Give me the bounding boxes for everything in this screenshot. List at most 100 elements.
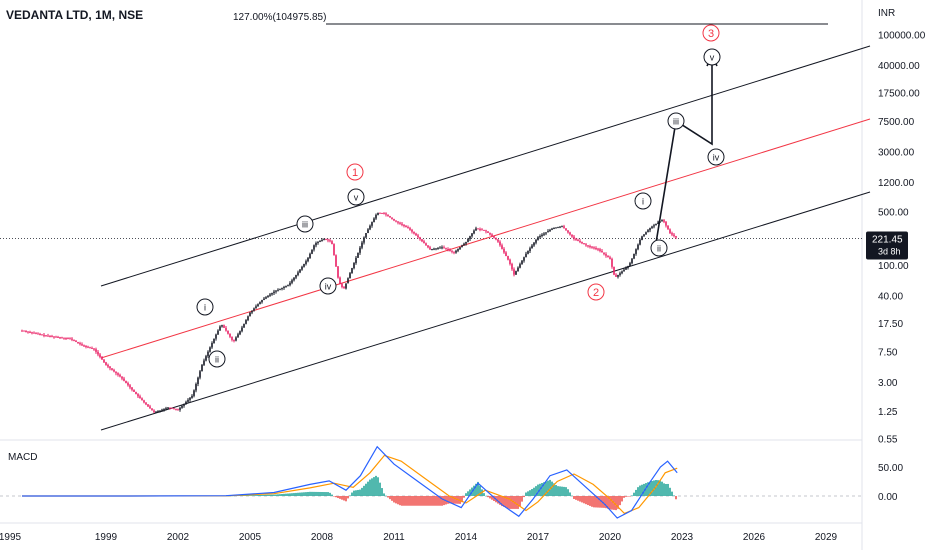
price-bar-body: [383, 213, 385, 215]
price-bar-body: [189, 397, 191, 400]
price-bar-body: [413, 231, 415, 234]
time-tick-label: 2017: [527, 532, 550, 543]
macd-hist-bar: [291, 493, 293, 496]
wave-label-text: v: [710, 53, 715, 63]
time-tick-label: 1995: [0, 532, 22, 543]
macd-hist-bar: [345, 496, 347, 502]
price-bar-body: [243, 323, 245, 328]
macd-hist-bar: [323, 492, 325, 496]
macd-hist-bar: [641, 484, 643, 496]
price-bar-body: [151, 408, 153, 411]
macd-hist-bar: [325, 492, 327, 496]
price-bar-body: [419, 237, 421, 240]
price-bar-body: [637, 244, 639, 250]
price-bar-body: [367, 229, 369, 233]
macd-hist-bar: [617, 496, 619, 509]
price-bar-body: [281, 287, 283, 289]
wave-label-circle: [703, 48, 721, 66]
macd-hist-bar: [281, 493, 283, 496]
price-bar-body: [543, 233, 545, 235]
macd-hist-bar: [635, 489, 637, 496]
price-bar-body: [391, 217, 393, 219]
wave-label-circle: [196, 298, 214, 316]
macd-hist-bar: [277, 494, 279, 496]
price-bar-body: [455, 250, 457, 253]
macd-hist-bar: [553, 483, 555, 496]
price-bar-body: [513, 269, 515, 275]
price-bar-body: [191, 395, 193, 398]
macd-hist-bar: [487, 496, 489, 498]
macd-hist-bar: [249, 495, 251, 496]
price-bar-body: [29, 331, 31, 333]
macd-hist-bar: [631, 495, 633, 496]
price-bar-body: [231, 336, 233, 340]
macd-hist-bar: [393, 496, 395, 503]
price-bar-body: [179, 407, 181, 410]
price-bar-body: [173, 408, 175, 410]
macd-hist-bar: [429, 496, 431, 506]
wave-label-text: iv: [713, 153, 720, 163]
price-bar-body: [627, 266, 629, 268]
price-tick-label: 17.50: [878, 319, 903, 330]
price-bar-body: [433, 248, 435, 250]
price-bar-body: [531, 245, 533, 249]
macd-hist-bar: [557, 486, 559, 496]
macd-hist-bar: [407, 496, 409, 506]
macd-hist-bar: [543, 482, 545, 496]
price-bar-body: [601, 250, 603, 253]
bar-countdown: 3d 8h: [878, 246, 901, 256]
time-tick-label: 2020: [599, 532, 622, 543]
price-bar-body: [329, 240, 331, 242]
macd-hist-bar: [523, 496, 525, 498]
time-tick-label: 2029: [815, 532, 838, 543]
price-bar-body: [97, 351, 99, 355]
macd-hist-bar: [555, 485, 557, 496]
price-bar-body: [187, 399, 189, 402]
macd-hist-bar: [563, 486, 565, 496]
price-bar-body: [169, 407, 171, 409]
macd-hist-bar: [647, 482, 649, 496]
price-bar-body: [115, 371, 117, 374]
price-bar-body: [479, 228, 481, 230]
macd-hist-bar: [451, 496, 453, 504]
price-bar-body: [493, 236, 495, 238]
price-bar-body: [39, 334, 41, 336]
time-tick-label: 2002: [167, 532, 190, 543]
price-bar-body: [661, 220, 663, 222]
macd-hist-bar: [615, 496, 617, 511]
price-bar-body: [161, 409, 163, 411]
macd-hist-bar: [671, 491, 673, 496]
macd-hist-bar: [643, 483, 645, 496]
price-bar-body: [251, 310, 253, 313]
macd-hist-bar: [501, 496, 503, 507]
macd-hist-bar: [663, 483, 665, 496]
price-bar-body: [279, 288, 281, 290]
macd-hist-bar: [499, 496, 501, 505]
price-bar-body: [395, 220, 397, 222]
macd-hist-bar: [409, 496, 411, 506]
macd-hist-bar: [349, 495, 351, 496]
price-bar-body: [671, 233, 673, 235]
macd-hist-bar: [657, 480, 659, 496]
last-price-badge: [866, 231, 908, 260]
price-bar-body: [61, 337, 63, 339]
macd-hist-bar: [425, 496, 427, 506]
price-bar-body: [553, 227, 555, 229]
macd-hist-bar: [571, 495, 573, 497]
price-bar-body: [299, 269, 301, 273]
price-bar-body: [393, 218, 395, 221]
price-bar-body: [111, 368, 113, 370]
price-bar-body: [615, 274, 617, 277]
price-bar-body: [175, 408, 177, 410]
macd-hist-bar: [521, 496, 523, 502]
price-bar-body: [673, 234, 675, 237]
macd-hist-bar: [569, 492, 571, 496]
price-bar-body: [559, 226, 561, 228]
price-bar-body: [491, 234, 493, 237]
price-bar-body: [253, 308, 255, 311]
price-bar-body: [603, 252, 605, 255]
price-bar-body: [579, 240, 581, 243]
macd-hist-bar: [355, 490, 357, 496]
price-bar-body: [403, 224, 405, 226]
price-bar-body: [353, 262, 355, 269]
